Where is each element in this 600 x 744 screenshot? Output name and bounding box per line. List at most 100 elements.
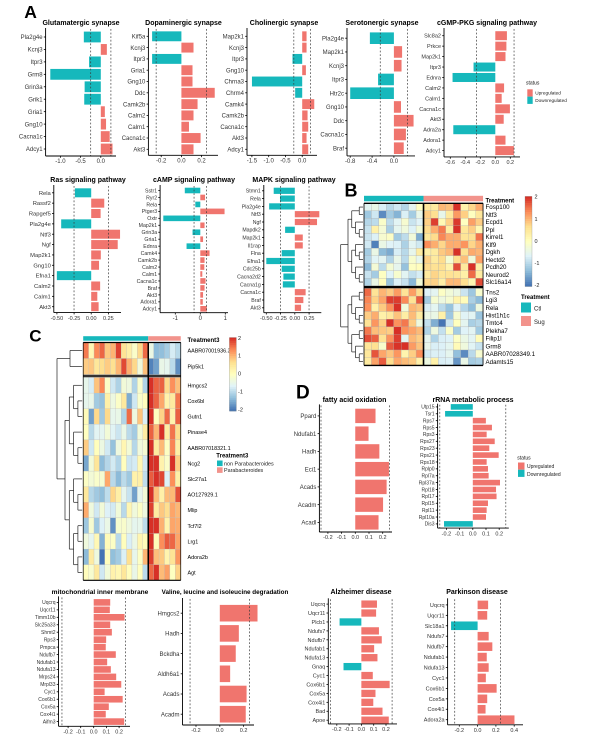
svg-text:Slc18a1: Slc18a1 [425,624,445,630]
svg-text:Camk2b: Camk2b [138,258,157,264]
svg-text:Grm8: Grm8 [28,73,44,79]
svg-text:Cacna1g: Cacna1g [240,282,261,288]
svg-text:Gng10: Gng10 [25,122,44,128]
svg-text:Pla2g4e: Pla2g4e [21,35,44,41]
svg-text:Calm1: Calm1 [142,272,157,278]
svg-text:Apoe: Apoe [312,718,325,724]
svg-text:-0.5: -0.5 [75,159,86,165]
svg-text:Rela: Rela [39,191,52,197]
svg-text:Adra2a: Adra2a [423,128,442,134]
svg-text:Aifm3: Aifm3 [43,719,56,725]
svg-text:Akt3: Akt3 [39,305,51,311]
svg-text:Cox4i1: Cox4i1 [308,700,325,706]
svg-text:Cox4i1: Cox4i1 [427,707,444,713]
svg-text:Cdc25b: Cdc25b [243,267,261,273]
svg-text:Glutamatergic synapse: Glutamatergic synapse [42,20,119,27]
svg-text:Ednra: Ednra [143,244,157,250]
svg-text:Rps7: Rps7 [423,419,435,425]
svg-text:-0.50: -0.50 [260,316,273,322]
svg-text:-2: -2 [238,407,243,413]
svg-text:Ryr2: Ryr2 [146,195,157,201]
svg-text:AABR07028349.1: AABR07028349.1 [486,351,536,358]
svg-text:Rela: Rela [250,197,261,203]
svg-text:Rpl10a: Rpl10a [419,515,435,521]
svg-text:-0.25: -0.25 [68,316,81,322]
svg-text:Ndufa13: Ndufa13 [424,666,445,672]
svg-text:Ndufs7: Ndufs7 [308,629,325,635]
svg-text:0.0: 0.0 [474,728,482,734]
svg-text:Camk4: Camk4 [225,102,245,108]
svg-text:Kcnj3: Kcnj3 [130,46,146,52]
svg-text:Ecpd1: Ecpd1 [486,219,504,226]
svg-text:0.2: 0.2 [506,160,514,166]
svg-text:-1.0: -1.0 [264,159,275,165]
svg-text:Pla2g4e: Pla2g4e [242,204,261,210]
svg-text:Prkce: Prkce [427,44,441,50]
svg-text:Cacna1c: Cacna1c [122,136,146,142]
svg-text:2: 2 [238,336,241,342]
svg-text:Alzheimer disease: Alzheimer disease [330,589,391,596]
svg-text:Map2k1: Map2k1 [242,236,261,242]
svg-text:Shmt2: Shmt2 [41,630,56,636]
svg-text:Flna: Flna [251,251,261,257]
svg-text:Mrps24: Mrps24 [39,675,56,681]
svg-text:Neurod2: Neurod2 [486,272,510,279]
svg-text:Cacna1c: Cacna1c [240,290,261,296]
svg-text:Ndufb7: Ndufb7 [427,645,445,651]
svg-text:-1: -1 [535,261,540,267]
svg-text:Treatment: Treatment [521,295,550,301]
svg-text:Eci1: Eci1 [305,467,317,473]
svg-text:0: 0 [535,239,538,245]
svg-text:Tcf7l2: Tcf7l2 [188,524,202,530]
svg-text:Akt3: Akt3 [250,306,260,312]
svg-text:Hmgcs2: Hmgcs2 [157,611,180,617]
svg-text:Treatment3: Treatment3 [188,338,221,344]
svg-text:status: status [526,80,540,86]
svg-text:Uqcr11: Uqcr11 [40,608,56,614]
svg-text:1: 1 [224,316,228,322]
svg-text:Adora1: Adora1 [423,138,441,144]
svg-text:0.25: 0.25 [304,316,315,322]
svg-text:Acadm: Acadm [161,712,180,718]
svg-text:Ndufb7: Ndufb7 [39,652,55,658]
svg-text:Cyc1: Cyc1 [432,676,445,682]
svg-text:Cacna1c: Cacna1c [419,107,441,113]
svg-text:Upregulated: Upregulated [535,91,561,96]
svg-text:Rps21: Rps21 [420,453,435,459]
svg-text:Ntf3: Ntf3 [40,232,51,238]
svg-text:1: 1 [238,354,241,360]
svg-text:Plekha7: Plekha7 [486,328,509,335]
svg-text:Hist1h1c: Hist1h1c [486,313,510,320]
svg-text:0.0: 0.0 [177,159,186,165]
svg-text:Htr2c: Htr2c [330,91,344,97]
svg-text:Mapdk2: Mapdk2 [242,228,261,234]
svg-text:Rps18: Rps18 [420,460,435,466]
svg-text:Ndufa13: Ndufa13 [37,667,56,673]
svg-text:C: C [29,327,41,346]
svg-text:Itpr3: Itpr3 [232,57,245,63]
svg-text:Uqcr11: Uqcr11 [308,611,325,617]
svg-text:2: 2 [535,195,538,201]
svg-text:Rpl11: Rpl11 [422,508,435,514]
svg-text:-0.4: -0.4 [461,160,470,166]
svg-text:Treatment3: Treatment3 [216,454,249,460]
svg-text:Akt3: Akt3 [133,148,146,154]
svg-text:Cacna1c: Cacna1c [220,125,244,131]
svg-text:Adora2a: Adora2a [424,718,446,724]
svg-text:Cox5a: Cox5a [429,697,446,703]
svg-text:Calm2: Calm2 [128,114,146,120]
svg-text:Adamts15: Adamts15 [486,359,514,366]
svg-text:Cholinergic synapse: Cholinergic synapse [250,20,319,27]
svg-text:Efna1: Efna1 [36,274,51,280]
svg-text:cAMP signaling pathway: cAMP signaling pathway [153,177,235,184]
svg-text:AABR07001936.3: AABR07001936.3 [188,349,231,355]
svg-text:Adcy1: Adcy1 [26,147,43,153]
svg-text:Cacna1c: Cacna1c [19,135,43,141]
svg-text:Uqcrq: Uqcrq [311,602,326,608]
svg-text:-0.2: -0.2 [323,535,332,541]
svg-text:Cacna2d2: Cacna2d2 [237,275,261,281]
svg-text:-0.2: -0.2 [476,160,485,166]
svg-text:Ddc: Ddc [333,119,344,125]
svg-text:Uqcrq: Uqcrq [430,603,445,609]
svg-text:Parkinson disease: Parkinson disease [446,589,508,596]
